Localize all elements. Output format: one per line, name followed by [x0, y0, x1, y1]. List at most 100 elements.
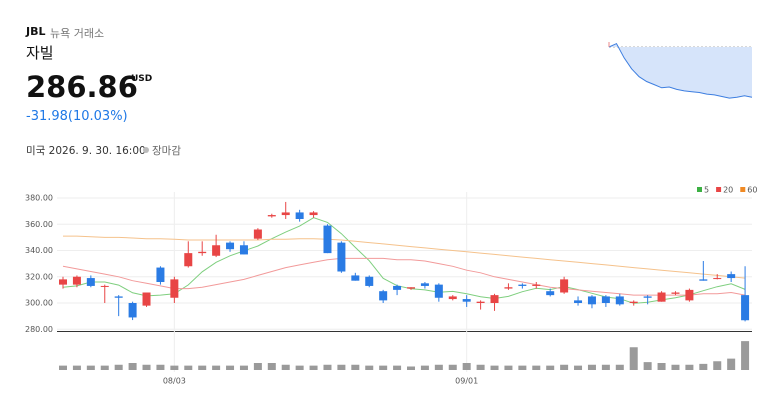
- candle-body: [629, 301, 638, 303]
- candle-body: [393, 285, 402, 290]
- candle-body: [59, 279, 67, 285]
- candle-body: [685, 289, 694, 301]
- candle-body: [741, 295, 750, 321]
- volume-bar: [490, 365, 499, 370]
- candle-body: [490, 295, 499, 303]
- candle-body: [476, 301, 485, 303]
- y-tick-label: 360.00: [25, 220, 53, 229]
- volume-bar: [86, 365, 95, 370]
- volume-bar: [295, 365, 304, 370]
- y-tick-label: 340.00: [25, 246, 53, 255]
- candle-body: [504, 287, 513, 289]
- volume-bar: [351, 364, 360, 370]
- candle-body: [379, 291, 388, 301]
- volume-bar: [100, 365, 109, 370]
- volume-bar: [615, 364, 624, 370]
- volume-bar: [685, 364, 694, 370]
- price-change: -31.98(10.03%): [26, 109, 128, 124]
- ticker: JBL: [26, 25, 46, 38]
- candle-body: [253, 229, 262, 239]
- volume-bar: [420, 365, 429, 370]
- candle-body: [518, 284, 527, 286]
- volume-bar: [267, 363, 276, 370]
- volume-bar: [574, 365, 583, 370]
- currency: USD: [131, 74, 153, 84]
- candle-body: [198, 251, 207, 254]
- timestamp: 미국 2026. 9. 30. 16:00: [26, 145, 146, 157]
- volume-bar: [629, 347, 638, 370]
- volume-bar: [59, 365, 67, 370]
- y-tick-label: 280.00: [25, 325, 53, 334]
- candle-body: [295, 212, 304, 219]
- volume-bar: [239, 365, 248, 370]
- volume-bar: [407, 366, 415, 370]
- candle-body: [86, 278, 95, 286]
- volume-bar: [671, 364, 680, 370]
- candle-body: [713, 278, 722, 280]
- candle-body: [615, 296, 624, 305]
- candle-body: [184, 253, 193, 267]
- volume-bar: [226, 365, 235, 370]
- candle-body: [420, 283, 429, 286]
- price: 286.86: [26, 70, 138, 104]
- candle-body: [462, 299, 471, 302]
- candle-body: [727, 274, 736, 279]
- volume-bar: [518, 365, 527, 370]
- candle-body: [156, 267, 165, 282]
- x-tick-label: 09/01: [455, 377, 478, 386]
- candle-body: [72, 276, 81, 285]
- y-tick-label: 380.00: [25, 194, 53, 203]
- volume-bar: [741, 341, 750, 370]
- line: [608, 42, 753, 99]
- legend-label: 5: [704, 186, 709, 195]
- candle-body: [351, 275, 360, 281]
- ma-line: [62, 217, 746, 304]
- x-tick-label: 08/03: [163, 377, 186, 386]
- volume-bar: [504, 365, 513, 370]
- volume-bar: [184, 365, 193, 370]
- candle-body: [407, 287, 415, 289]
- candle-body: [643, 296, 652, 298]
- candle-body: [128, 303, 137, 318]
- volume-bar: [142, 364, 151, 370]
- candle-body: [170, 279, 179, 298]
- candle-body: [434, 284, 443, 298]
- volume-bar: [365, 365, 374, 370]
- volume-bar: [323, 364, 332, 370]
- candle-body: [601, 296, 610, 303]
- volume-bar: [379, 365, 388, 370]
- candle-body: [100, 285, 109, 287]
- legend-swatch: [697, 187, 702, 192]
- volume-bar: [587, 364, 596, 370]
- candle-body: [323, 225, 332, 254]
- candle-body: [309, 212, 318, 216]
- candle-body: [226, 242, 235, 250]
- volume-bar: [114, 364, 123, 370]
- candle-body: [587, 296, 596, 305]
- market-status: 장마감: [152, 145, 181, 157]
- volume-bar: [699, 363, 708, 370]
- area: [609, 43, 752, 99]
- candle-body: [546, 291, 555, 296]
- volume-bar: [253, 363, 262, 370]
- y-tick-label: 320.00: [25, 272, 53, 281]
- status-dot: [143, 147, 149, 153]
- ma-line: [63, 235, 746, 279]
- volume-bar: [448, 364, 457, 370]
- candle-body: [574, 300, 583, 303]
- candle-body: [560, 279, 569, 293]
- volume-bar: [393, 365, 402, 370]
- volume-bar: [281, 364, 290, 370]
- volume-bar: [128, 363, 137, 370]
- candle-body: [365, 276, 374, 286]
- legend-swatch: [740, 187, 746, 192]
- legend-label: 20: [723, 186, 733, 195]
- volume-bar: [462, 363, 471, 370]
- volume-bar: [657, 363, 666, 370]
- volume-bar: [198, 365, 207, 370]
- volume-bar: [170, 365, 179, 370]
- candle-body: [699, 279, 708, 281]
- volume-bar: [601, 364, 610, 370]
